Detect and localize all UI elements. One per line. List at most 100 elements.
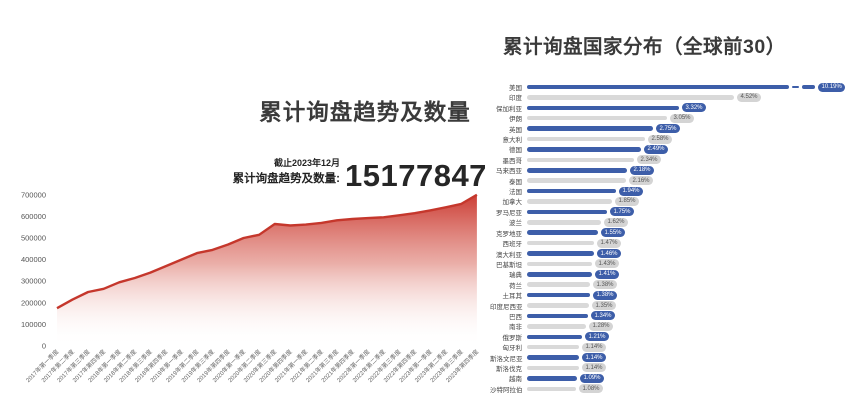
country-label: 美国 [509, 85, 522, 92]
bar-row: 沙特阿拉伯 1.08% [490, 384, 852, 394]
bar-row: 保加利亚 3.32% [490, 103, 852, 113]
bar-row: 波兰 1.62% [490, 217, 852, 227]
country-label: 斯洛文尼亚 [490, 355, 523, 363]
bar [527, 251, 594, 256]
value-badge: 1.14% [582, 342, 607, 352]
country-label: 荷兰 [509, 282, 522, 290]
bar [527, 168, 627, 173]
bar [527, 355, 579, 360]
bar-row: 土耳其 1.38% [490, 290, 852, 300]
bar [527, 282, 590, 287]
bar-row: 巴基斯坦 1.43% [490, 259, 852, 269]
bar-row: 英国 2.75% [490, 124, 852, 134]
value-badge: 1.43% [595, 259, 620, 269]
bar-row: 美国 10.19% [490, 82, 852, 92]
bar-row: 罗马尼亚 1.75% [490, 207, 852, 217]
bar-row: 法国 1.94% [490, 186, 852, 196]
value-badge: 2.75% [656, 124, 681, 134]
country-label: 印度尼西亚 [490, 303, 523, 311]
country-label: 加拿大 [502, 199, 523, 207]
bar [527, 324, 586, 329]
bar [527, 126, 653, 131]
stat-date-note: 截止2023年12月 [273, 158, 340, 168]
country-label: 沙特阿拉伯 [490, 386, 523, 394]
country-label: 波兰 [509, 220, 522, 228]
y-axis-tick: 500000 [21, 234, 46, 243]
bar [527, 240, 594, 246]
bar-row: 南非 1.28% [490, 321, 852, 331]
country-label: 越南 [509, 376, 522, 384]
trend-chart-title: 累计询盘趋势及数量 [259, 100, 471, 125]
bar [527, 220, 601, 225]
country-label: 泰国 [509, 178, 522, 186]
country-label: 马来西亚 [496, 168, 522, 176]
country-label: 俄罗斯 [502, 334, 523, 342]
bar-row: 伊朗 3.05% [490, 113, 852, 123]
country-label: 克罗地亚 [496, 230, 522, 238]
bar [527, 157, 634, 163]
bar-row: 匈牙利 1.14% [490, 342, 852, 352]
bar-row: 意大利 2.58% [490, 134, 852, 144]
bar [527, 272, 592, 277]
value-badge: 3.05% [670, 113, 695, 123]
bar-row: 西班牙 1.47% [490, 238, 852, 248]
value-badge: 1.14% [582, 353, 607, 363]
y-axis-tick: 100000 [21, 320, 46, 329]
value-badge: 1.38% [593, 280, 618, 290]
country-chart-title: 累计询盘国家分布（全球前30） [503, 36, 786, 58]
y-axis-tick: 200000 [21, 298, 46, 307]
bar [527, 230, 598, 235]
bar [527, 386, 576, 392]
bar-row: 俄罗斯 1.21% [490, 332, 852, 342]
bar [527, 292, 590, 298]
value-badge: 1.46% [597, 249, 622, 258]
value-badge: 1.35% [592, 301, 617, 311]
bar-row: 越南 1.09% [490, 373, 852, 383]
bar [527, 105, 679, 111]
value-badge: 1.85% [615, 196, 640, 206]
bar [527, 376, 577, 381]
bar [527, 178, 626, 183]
country-label: 南非 [509, 324, 522, 332]
country-label: 法国 [509, 189, 522, 197]
country-label: 斯洛伐克 [496, 365, 522, 373]
country-label: 匈牙利 [502, 345, 523, 353]
bar-row: 克罗地亚 1.55% [490, 228, 852, 238]
bar [527, 261, 592, 267]
country-label: 伊朗 [509, 116, 522, 124]
value-badge: 1.08% [579, 384, 604, 394]
bar-row: 印度尼西亚 1.35% [490, 301, 852, 311]
value-badge: 1.34% [591, 311, 616, 321]
bar-row: 泰国 2.16% [490, 176, 852, 186]
trend-area-chart: 700000 600000 500000 400000 300000 200000 1000… [21, 190, 480, 384]
value-badge: 1.38% [593, 290, 618, 300]
bar [527, 344, 579, 350]
y-axis-tick: 700000 [21, 190, 46, 199]
value-badge: 4.52% [737, 92, 762, 102]
country-label: 保加利亚 [496, 105, 522, 113]
country-bar-chart: 美国 10.19% 印度 4.52% 保加利亚 3.32% 伊朗 3.05% 英国 2.75% 意大… [490, 82, 852, 394]
stat-total-value: 15177847 [345, 158, 487, 193]
area-line [56, 193, 478, 310]
bar [527, 365, 579, 371]
value-badge: 1.94% [619, 186, 644, 196]
bar [527, 303, 589, 308]
value-badge: 1.28% [589, 321, 614, 331]
country-label: 德国 [509, 147, 522, 155]
bar-row: 墨西哥 2.34% [490, 155, 852, 165]
value-badge: 1.75% [610, 207, 635, 217]
value-badge: 2.18% [630, 165, 655, 175]
y-axis-tick: 600000 [21, 212, 46, 221]
y-axis-tick: 300000 [21, 277, 46, 286]
bar-row: 荷兰 1.38% [490, 280, 852, 290]
bar [527, 209, 607, 215]
value-badge: 1.09% [580, 373, 605, 383]
bar [527, 334, 582, 339]
bar-row: 斯洛伐克 1.14% [490, 363, 852, 373]
bar [527, 313, 588, 319]
axis-break-dash [792, 86, 799, 88]
country-label: 英国 [509, 126, 522, 134]
country-label: 土耳其 [502, 293, 523, 301]
stat-label: 累计询盘趋势及数量: [232, 173, 340, 185]
country-label: 瑞典 [509, 272, 522, 280]
